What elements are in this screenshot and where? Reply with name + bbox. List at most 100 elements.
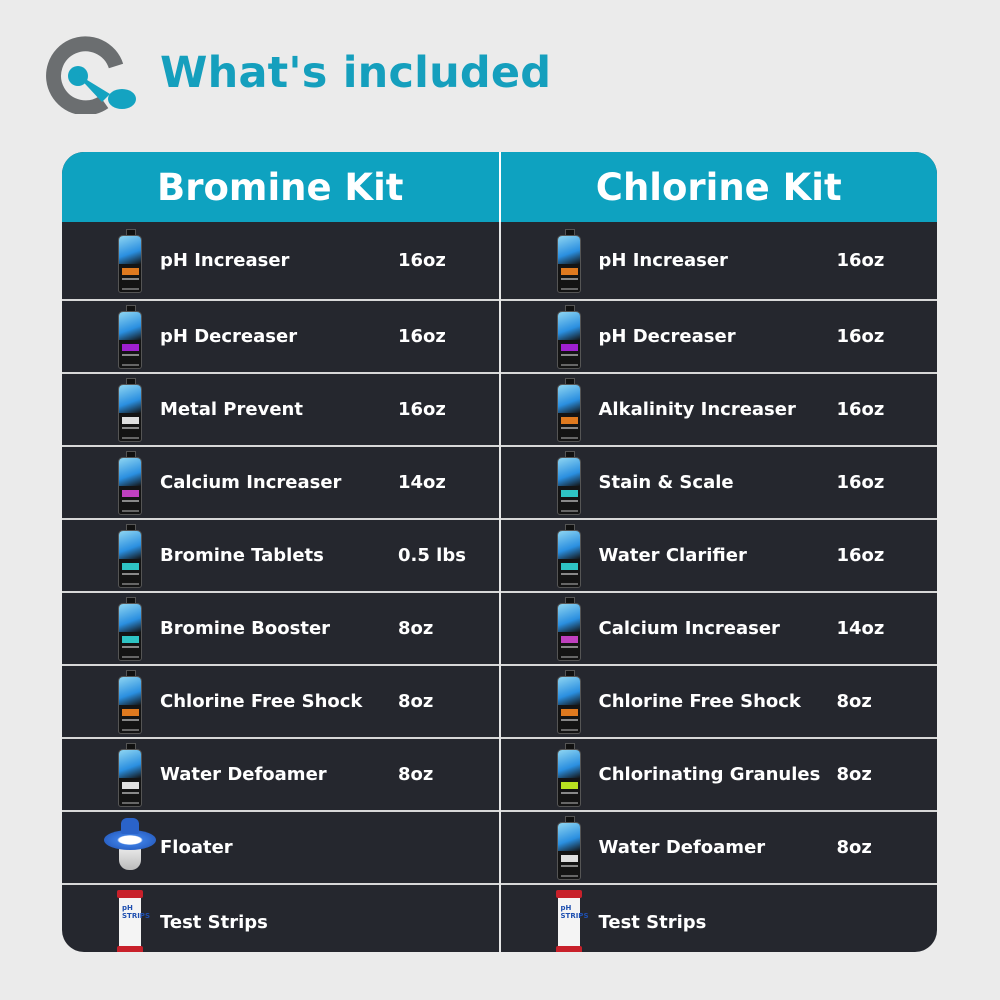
product-image: [539, 742, 599, 807]
floater-icon: [104, 816, 156, 872]
bottle-icon: [556, 596, 581, 661]
bottle-icon: [118, 669, 142, 734]
product-image: [100, 596, 160, 661]
table-row: pH Decreaser 16oz: [500, 301, 937, 374]
product-size: 16oz: [398, 326, 446, 347]
bottle-icon: [556, 228, 581, 293]
product-image: [539, 377, 599, 442]
product-size: 8oz: [398, 618, 434, 639]
table-row: Floater: [62, 812, 499, 885]
product-image: pH STRIPS: [539, 890, 599, 952]
bottle-icon: [556, 304, 581, 369]
product-image: [100, 450, 160, 515]
product-size: 0.5 lbs: [398, 545, 466, 566]
product-size: 8oz: [836, 691, 872, 712]
bottle-icon: [118, 377, 142, 442]
table-row: Chlorine Free Shock 8oz: [500, 666, 937, 739]
product-size: 8oz: [836, 764, 872, 785]
product-name: Test Strips: [160, 911, 268, 933]
table-header: Bromine Kit Chlorine Kit: [62, 152, 937, 222]
product-size: 16oz: [398, 399, 446, 420]
table-row: Calcium Increaser 14oz: [62, 447, 499, 520]
product-size: 8oz: [398, 691, 434, 712]
table-row: Alkalinity Increaser 16oz: [500, 374, 937, 447]
table-row: Bromine Booster 8oz: [62, 593, 499, 666]
table-row: Water Clarifier 16oz: [500, 520, 937, 593]
product-image: [539, 450, 599, 515]
product-size: 16oz: [398, 250, 446, 271]
product-image: [100, 228, 160, 293]
page-title: What's included: [160, 48, 552, 98]
table-row: Calcium Increaser 14oz: [500, 593, 937, 666]
product-name: Metal Prevent: [160, 399, 303, 420]
product-size: 16oz: [836, 545, 885, 566]
product-image: [100, 304, 160, 369]
product-size: 8oz: [836, 837, 872, 858]
bottle-icon: [556, 669, 581, 734]
product-image: [539, 596, 599, 661]
product-size: 14oz: [836, 618, 885, 639]
product-image: [100, 816, 160, 880]
product-name: Stain & Scale: [598, 472, 734, 493]
table-row: pH STRIPS Test Strips: [62, 885, 499, 952]
product-name: Bromine Booster: [160, 618, 331, 639]
bottle-icon: [118, 596, 142, 661]
product-size: 16oz: [836, 472, 885, 493]
test-strips-icon: pH STRIPS: [555, 890, 588, 952]
product-name: pH Decreaser: [160, 326, 298, 347]
bromine-kit-column: pH Increaser 16oz pH Decreaser 16oz Metal Pr…: [62, 222, 501, 952]
product-name: Water Clarifier: [598, 545, 747, 566]
bottle-icon: [556, 742, 581, 807]
product-name: Floater: [160, 837, 233, 858]
table-row: Stain & Scale 16oz: [500, 447, 937, 520]
product-name: Chlorine Free Shock: [160, 691, 363, 712]
table-row: Chlorine Free Shock 8oz: [62, 666, 499, 739]
table-row: Water Defoamer 8oz: [500, 812, 937, 885]
product-size: 14oz: [398, 472, 446, 493]
product-size: 16oz: [836, 326, 885, 347]
test-strips-icon: pH STRIPS: [117, 890, 150, 952]
product-name: pH Decreaser: [598, 326, 736, 347]
product-name: pH Increaser: [160, 250, 290, 271]
product-image: [539, 815, 599, 880]
bottle-icon: [556, 815, 581, 880]
bottle-icon: [118, 523, 142, 588]
product-image: [100, 742, 160, 807]
table-row: Water Defoamer 8oz: [62, 739, 499, 812]
bottle-icon: [118, 742, 142, 807]
bottle-icon: [118, 228, 142, 293]
table-row: Bromine Tablets 0.5 lbs: [62, 520, 499, 593]
table-row: pH Decreaser 16oz: [62, 301, 499, 374]
product-name: Water Defoamer: [598, 837, 766, 858]
product-name: Alkalinity Increaser: [598, 399, 796, 420]
product-image: [539, 669, 599, 734]
kit-comparison-table: Bromine Kit Chlorine Kit pH Increaser 16o…: [62, 152, 937, 952]
bromine-kit-heading: Bromine Kit: [62, 152, 501, 222]
table-row: pH STRIPS Test Strips: [501, 885, 938, 952]
product-image: pH STRIPS: [100, 890, 160, 952]
product-name: Chlorinating Granules: [598, 764, 821, 785]
product-name: pH Increaser: [598, 250, 728, 271]
brand-logo: [46, 36, 136, 114]
product-name: Test Strips: [598, 911, 707, 933]
product-image: [539, 304, 599, 369]
bottle-icon: [556, 450, 581, 515]
product-name: Bromine Tablets: [160, 545, 324, 566]
product-name: Chlorine Free Shock: [598, 691, 801, 712]
bottle-icon: [118, 304, 142, 369]
bottle-icon: [118, 450, 142, 515]
table-row: pH Increaser 16oz: [62, 222, 499, 301]
product-name: Calcium Increaser: [160, 472, 342, 493]
chlorine-kit-heading: Chlorine Kit: [595, 165, 842, 209]
table-row: pH Increaser 16oz: [500, 222, 937, 301]
bottle-icon: [556, 523, 581, 588]
product-image: [100, 377, 160, 442]
product-size: 8oz: [398, 764, 434, 785]
product-image: [539, 523, 599, 588]
product-image: [100, 669, 160, 734]
product-name: Calcium Increaser: [598, 618, 780, 639]
table-row: Metal Prevent 16oz: [62, 374, 499, 447]
table-row: Chlorinating Granules 8oz: [500, 739, 937, 812]
chlorine-kit-column: pH Increaser 16oz pH Decreaser 16oz Alkalini…: [500, 222, 938, 952]
product-size: 16oz: [836, 250, 885, 271]
